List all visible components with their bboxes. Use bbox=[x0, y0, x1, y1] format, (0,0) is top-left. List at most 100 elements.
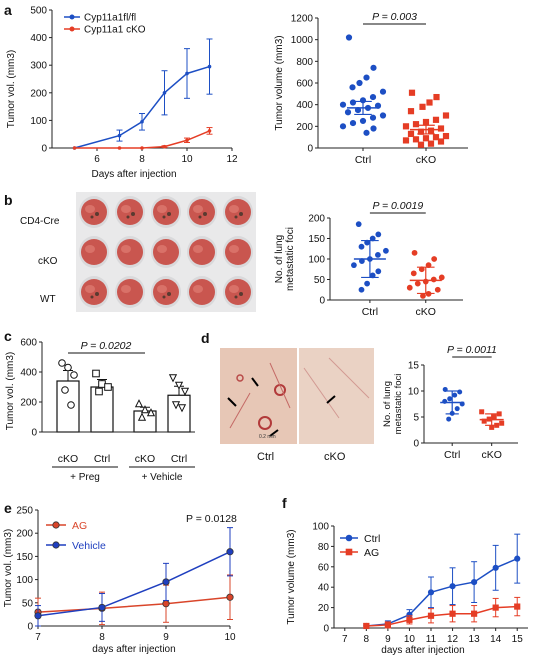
data-point bbox=[452, 392, 458, 398]
legend-marker bbox=[52, 541, 60, 549]
y-tick-label: 50 bbox=[314, 275, 326, 286]
data-point bbox=[364, 280, 370, 287]
data-point bbox=[434, 286, 441, 293]
legend-marker bbox=[52, 521, 60, 529]
arrow-icon bbox=[251, 377, 259, 387]
data-point bbox=[492, 604, 499, 611]
y-tick-label: 0 bbox=[413, 439, 419, 450]
x-tick-label: cKO bbox=[416, 306, 436, 318]
lung-highlight bbox=[229, 245, 239, 253]
data-point bbox=[447, 396, 453, 402]
series-1-line bbox=[74, 130, 210, 149]
lung-foci bbox=[198, 215, 202, 219]
x-tick-label: 9 bbox=[385, 634, 391, 645]
data-point bbox=[104, 383, 112, 391]
chart-tumor-growth-e: 0 50 100 150 200 250 7 8 9 10 days after injection… bbox=[3, 506, 237, 656]
legend-label: Ctrl bbox=[364, 533, 380, 545]
legend-label: Vehicle bbox=[72, 540, 106, 552]
data-point bbox=[383, 247, 389, 254]
y-tick-label: 60 bbox=[318, 562, 330, 573]
arrow-icon bbox=[269, 429, 279, 437]
lung-specimen bbox=[81, 279, 107, 305]
panel-label-e: e bbox=[4, 500, 12, 516]
lung-foci bbox=[239, 292, 243, 296]
data-point bbox=[339, 101, 347, 108]
data-point bbox=[117, 146, 122, 150]
data-point bbox=[226, 593, 234, 601]
y-tick-label: 40 bbox=[318, 583, 330, 594]
y-tick-label: 10 bbox=[408, 387, 420, 398]
data-point bbox=[426, 99, 433, 106]
lung-highlight bbox=[85, 245, 95, 253]
y-tick-label: 100 bbox=[312, 522, 329, 533]
lung-foci bbox=[239, 212, 243, 216]
lung-highlight bbox=[193, 285, 203, 293]
y-tick-label: 100 bbox=[30, 116, 47, 127]
x-tick-label: 7 bbox=[342, 634, 348, 645]
y-tick-label: 300 bbox=[30, 61, 47, 72]
y-tick-label: 500 bbox=[30, 6, 47, 17]
data-point bbox=[349, 84, 356, 91]
lung-highlight bbox=[85, 285, 95, 293]
data-point bbox=[427, 612, 435, 619]
y-tick-label: 5 bbox=[413, 413, 419, 424]
data-point bbox=[72, 146, 77, 150]
x-tick-label: Ctrl bbox=[355, 154, 371, 166]
series-1-line bbox=[366, 605, 518, 627]
data-point bbox=[406, 616, 413, 623]
p-value: P = 0.003 bbox=[372, 11, 417, 23]
y-axis-label: Tumor vol. (mm3) bbox=[6, 50, 17, 129]
lung-specimen bbox=[153, 199, 179, 225]
x-tick-label: 8 bbox=[139, 154, 145, 165]
data-point bbox=[420, 293, 426, 299]
data-point bbox=[375, 268, 382, 275]
data-point bbox=[369, 114, 377, 121]
x-tick-label: 11 bbox=[426, 634, 437, 645]
data-point bbox=[402, 123, 410, 130]
y-tick-label: 0 bbox=[41, 144, 47, 155]
data-point bbox=[454, 406, 460, 412]
x-tick-label: 13 bbox=[469, 634, 481, 645]
data-point bbox=[162, 91, 167, 95]
lung-highlight bbox=[85, 205, 95, 213]
y-tick-label: 0 bbox=[27, 622, 33, 633]
data-point bbox=[185, 71, 189, 76]
y-axis-label: Tumor volume (mm3) bbox=[286, 529, 297, 624]
lung-specimen bbox=[81, 199, 107, 225]
y-tick-label: 400 bbox=[20, 368, 37, 379]
chart-tumor-volume-scatter-a: 0 200 400 600 800 1000 1200 Tumor volume (mm3) C… bbox=[274, 11, 468, 166]
lung-specimen bbox=[117, 199, 143, 225]
x-axis-label: days after injection bbox=[92, 644, 175, 655]
arrow-icon bbox=[326, 395, 336, 404]
data-point bbox=[162, 578, 170, 586]
data-point bbox=[449, 610, 456, 617]
legend-label: AG bbox=[364, 547, 379, 559]
y-tick-label: 150 bbox=[16, 552, 33, 563]
data-point bbox=[344, 109, 352, 116]
x-tick-label: Ctrl bbox=[171, 453, 187, 465]
x-tick-label: 8 bbox=[364, 634, 370, 645]
x-tick-label: 12 bbox=[226, 154, 238, 165]
x-axis-label: days after injection bbox=[381, 645, 464, 656]
p-value: P = 0.0019 bbox=[372, 200, 423, 212]
legend-marker bbox=[345, 534, 353, 542]
data-point bbox=[446, 416, 452, 422]
chart-metastatic-foci-d: 0 5 10 15 No. of lungmetastatic foci Ctrl cKO P… bbox=[382, 345, 518, 461]
lung-foci bbox=[95, 212, 99, 216]
y-tick-label: 200 bbox=[296, 122, 313, 133]
data-point bbox=[355, 221, 362, 228]
y-tick-label: 0 bbox=[31, 428, 37, 439]
data-point bbox=[162, 600, 170, 608]
data-point bbox=[140, 405, 150, 414]
lung-foci bbox=[95, 292, 99, 296]
data-point bbox=[442, 132, 450, 140]
data-point bbox=[359, 117, 367, 125]
lung-specimen bbox=[117, 279, 143, 305]
data-point bbox=[358, 243, 365, 250]
data-point bbox=[471, 610, 478, 617]
y-tick-label: 200 bbox=[308, 214, 325, 225]
data-point bbox=[140, 119, 144, 124]
x-tick-label: 10 bbox=[404, 634, 416, 645]
series-0-line bbox=[366, 557, 518, 627]
y-axis-label: No. of lungmetastatic foci bbox=[274, 227, 296, 291]
